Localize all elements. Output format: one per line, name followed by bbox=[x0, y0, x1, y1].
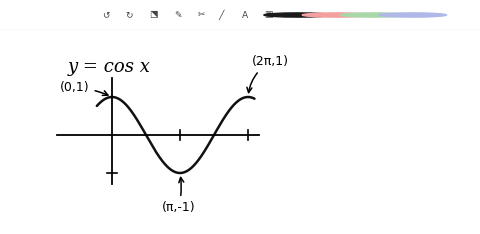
Text: A: A bbox=[242, 11, 248, 19]
Text: (π,-1): (π,-1) bbox=[162, 177, 196, 214]
Text: ╱: ╱ bbox=[218, 10, 224, 20]
Text: (0,1): (0,1) bbox=[60, 81, 108, 95]
Circle shape bbox=[302, 13, 370, 17]
Circle shape bbox=[264, 13, 331, 17]
Text: (2π,1): (2π,1) bbox=[247, 55, 289, 93]
Circle shape bbox=[379, 13, 446, 17]
Text: ▣: ▣ bbox=[264, 11, 273, 19]
Text: ↺: ↺ bbox=[102, 11, 109, 19]
Text: ⬔: ⬔ bbox=[149, 11, 158, 19]
Text: ↻: ↻ bbox=[126, 11, 133, 19]
Text: y = cos x: y = cos x bbox=[68, 58, 151, 76]
Text: ✂: ✂ bbox=[198, 11, 205, 19]
Circle shape bbox=[341, 13, 408, 17]
Text: ✎: ✎ bbox=[174, 11, 181, 19]
